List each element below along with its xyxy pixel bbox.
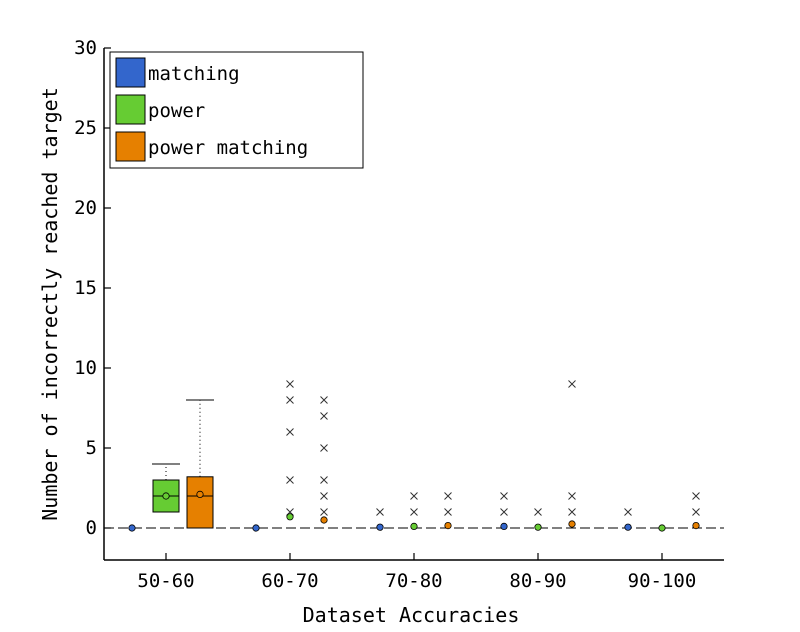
mean-marker	[128, 524, 136, 532]
outlier-marker	[410, 492, 418, 500]
outlier-marker	[500, 492, 508, 500]
x-axis-label: Dataset Accuracies	[303, 603, 520, 627]
box-group	[286, 380, 294, 521]
mean-marker	[196, 490, 204, 498]
mean-marker	[252, 524, 260, 532]
box	[186, 476, 214, 529]
x-axis-ticks: 50-60 60-70 70-80 80-90 90-100	[137, 553, 696, 592]
mean-marker	[286, 513, 294, 521]
outlier-marker	[320, 508, 328, 516]
box-group	[568, 380, 576, 528]
x-tick-label: 70-80	[385, 570, 442, 592]
box-group	[534, 508, 542, 531]
box-group	[444, 492, 452, 530]
legend-swatch	[115, 94, 146, 125]
outlier-marker	[568, 508, 576, 516]
legend: matching power power matching	[109, 51, 364, 169]
mean-marker	[320, 516, 328, 524]
outlier-marker	[568, 380, 576, 388]
legend-label: power matching	[148, 137, 308, 159]
outlier-marker	[376, 508, 384, 516]
mean-marker	[692, 521, 700, 530]
chart-marks	[128, 380, 700, 532]
y-tick-label: 20	[74, 197, 97, 219]
outlier-marker	[286, 396, 294, 404]
mean-marker	[624, 523, 632, 531]
outlier-marker	[320, 492, 328, 500]
mean-marker	[376, 523, 384, 531]
y-tick-label: 10	[74, 357, 97, 379]
x-tick-label: 60-70	[261, 570, 318, 592]
outlier-marker	[320, 444, 328, 452]
outlier-marker	[692, 508, 700, 516]
outlier-marker	[444, 508, 452, 516]
box-group	[410, 492, 418, 531]
outlier-marker	[286, 380, 294, 388]
box-group	[658, 524, 666, 532]
legend-frame	[109, 51, 364, 169]
axes: 0 5 10 15 20 25 30 50-60 60-70 70-80 80-90 90-100	[74, 37, 724, 592]
outlier-marker	[320, 476, 328, 484]
mean-marker	[568, 520, 576, 528]
legend-swatch	[115, 131, 146, 162]
y-axis-ticks: 0 5 10 15 20 25 30	[74, 37, 111, 539]
y-tick-label: 5	[86, 437, 97, 459]
box-group	[376, 508, 384, 531]
legend-swatch	[115, 57, 146, 88]
outlier-marker	[568, 492, 576, 500]
box-group	[186, 399, 214, 529]
x-tick-label: 50-60	[137, 570, 194, 592]
outlier-marker	[320, 396, 328, 404]
x-tick-label: 90-100	[628, 570, 697, 592]
box-group	[692, 492, 700, 530]
box-group	[624, 508, 632, 531]
y-tick-label: 0	[86, 517, 97, 539]
box-group	[500, 492, 508, 531]
mean-marker	[444, 521, 452, 530]
y-tick-label: 25	[74, 117, 97, 139]
outlier-marker	[624, 508, 632, 516]
legend-label: matching	[148, 63, 240, 85]
box-group	[252, 524, 260, 532]
box-group	[152, 463, 180, 513]
outlier-marker	[286, 476, 294, 484]
box-group	[128, 524, 136, 532]
legend-label: power	[148, 100, 205, 122]
mean-marker	[658, 524, 666, 532]
y-tick-label: 15	[74, 277, 97, 299]
mean-marker	[410, 522, 418, 531]
mean-marker	[534, 523, 542, 531]
outlier-marker	[692, 492, 700, 500]
outlier-marker	[500, 508, 508, 516]
y-axis-label: Number of incorrectly reached target	[38, 87, 62, 520]
outlier-marker	[534, 508, 542, 516]
outlier-marker	[444, 492, 452, 500]
outlier-marker	[286, 428, 294, 436]
x-tick-label: 80-90	[509, 570, 566, 592]
outlier-marker	[410, 508, 418, 516]
mean-marker	[500, 522, 508, 531]
mean-marker	[162, 492, 170, 500]
y-tick-label: 30	[74, 37, 97, 59]
outlier-marker	[320, 412, 328, 420]
box-group	[320, 396, 328, 524]
